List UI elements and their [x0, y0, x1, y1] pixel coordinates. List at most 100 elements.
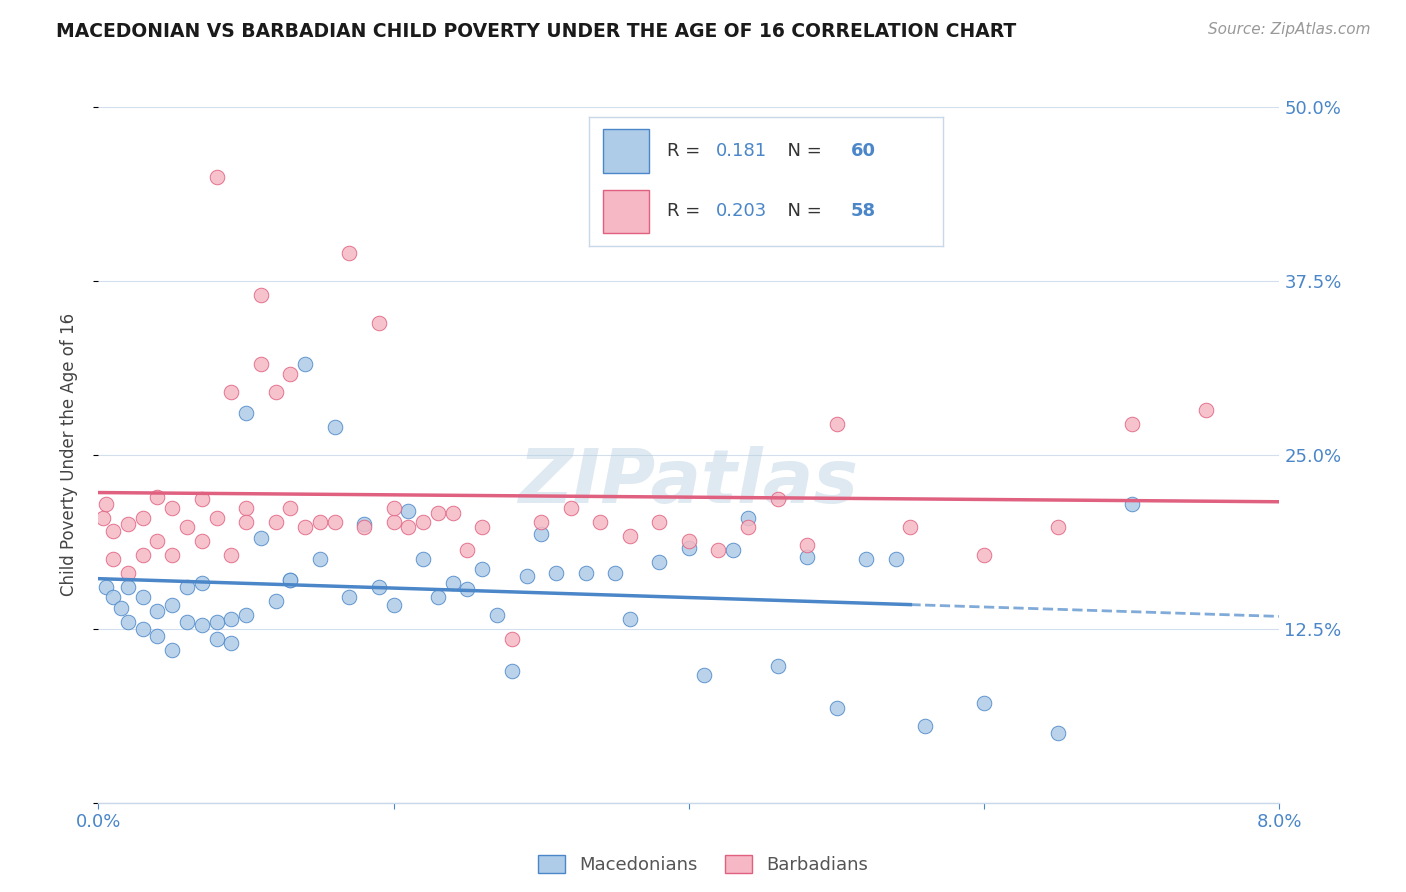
Point [471, 562, 494, 576]
Point [219, 636, 242, 650]
Point [117, 517, 139, 532]
Point [678, 534, 700, 549]
Point [515, 569, 537, 583]
Point [796, 538, 818, 552]
Point [1121, 417, 1143, 432]
Point [264, 515, 287, 529]
Point [1121, 497, 1143, 511]
Point [1046, 726, 1069, 740]
Point [235, 515, 257, 529]
Point [412, 552, 434, 566]
Text: MACEDONIAN VS BARBADIAN CHILD POVERTY UNDER THE AGE OF 16 CORRELATION CHART: MACEDONIAN VS BARBADIAN CHILD POVERTY UN… [56, 22, 1017, 41]
Point [191, 534, 214, 549]
Point [337, 590, 360, 604]
Point [176, 520, 198, 534]
Point [530, 515, 553, 529]
Point [884, 552, 907, 566]
Point [162, 548, 183, 562]
Point [176, 580, 198, 594]
Point [132, 510, 155, 524]
Point [323, 515, 346, 529]
Point [766, 659, 789, 673]
Y-axis label: Child Poverty Under the Age of 16: Child Poverty Under the Age of 16 [59, 313, 77, 597]
Point [456, 542, 478, 557]
Point [219, 385, 242, 400]
Point [250, 288, 273, 302]
Point [250, 358, 273, 372]
Point [103, 590, 125, 604]
Point [1046, 520, 1069, 534]
Point [205, 632, 228, 646]
Point [501, 632, 523, 646]
Point [648, 555, 671, 569]
Point [530, 527, 553, 541]
Point [146, 604, 169, 618]
Point [117, 566, 139, 581]
Point [205, 615, 228, 629]
Point [367, 316, 389, 330]
Point [191, 617, 214, 632]
Point [914, 719, 936, 733]
Point [501, 664, 523, 678]
Point [308, 515, 332, 529]
Point [574, 566, 596, 581]
Point [205, 169, 228, 184]
Point [766, 492, 789, 507]
Point [219, 548, 242, 562]
Point [94, 580, 117, 594]
Point [796, 549, 818, 564]
Point [721, 542, 744, 557]
Point [382, 500, 405, 515]
Point [825, 417, 848, 432]
Point [103, 524, 125, 539]
Point [825, 701, 848, 715]
Legend: Macedonians, Barbadians: Macedonians, Barbadians [538, 855, 868, 874]
Text: ZIPatlas: ZIPatlas [519, 446, 859, 519]
Point [693, 667, 716, 681]
Point [619, 612, 641, 626]
Point [605, 566, 627, 581]
Point [589, 515, 612, 529]
Point [412, 515, 434, 529]
Point [235, 500, 257, 515]
Point [546, 566, 568, 581]
Point [162, 642, 183, 657]
Point [176, 615, 198, 629]
Point [94, 497, 117, 511]
Point [707, 542, 730, 557]
Point [396, 503, 419, 517]
Point [146, 534, 169, 549]
Point [103, 552, 125, 566]
Point [264, 385, 287, 400]
Point [337, 246, 360, 260]
Point [426, 507, 449, 521]
Point [900, 520, 922, 534]
Point [471, 520, 494, 534]
Point [308, 552, 332, 566]
Point [278, 573, 302, 587]
Point [1194, 403, 1216, 417]
Point [560, 500, 582, 515]
Point [146, 490, 169, 504]
Point [278, 573, 302, 587]
Point [278, 500, 302, 515]
Point [294, 358, 316, 372]
Point [162, 500, 183, 515]
Point [855, 552, 877, 566]
Point [323, 420, 346, 434]
Point [382, 515, 405, 529]
Point [191, 576, 214, 591]
Point [110, 601, 132, 615]
Point [353, 517, 375, 532]
Point [648, 515, 671, 529]
Point [235, 607, 257, 622]
Point [973, 696, 995, 710]
Point [456, 582, 478, 596]
Point [353, 520, 375, 534]
Point [294, 520, 316, 534]
Point [737, 520, 759, 534]
Point [146, 629, 169, 643]
Point [367, 580, 389, 594]
Point [264, 594, 287, 608]
Point [973, 548, 995, 562]
